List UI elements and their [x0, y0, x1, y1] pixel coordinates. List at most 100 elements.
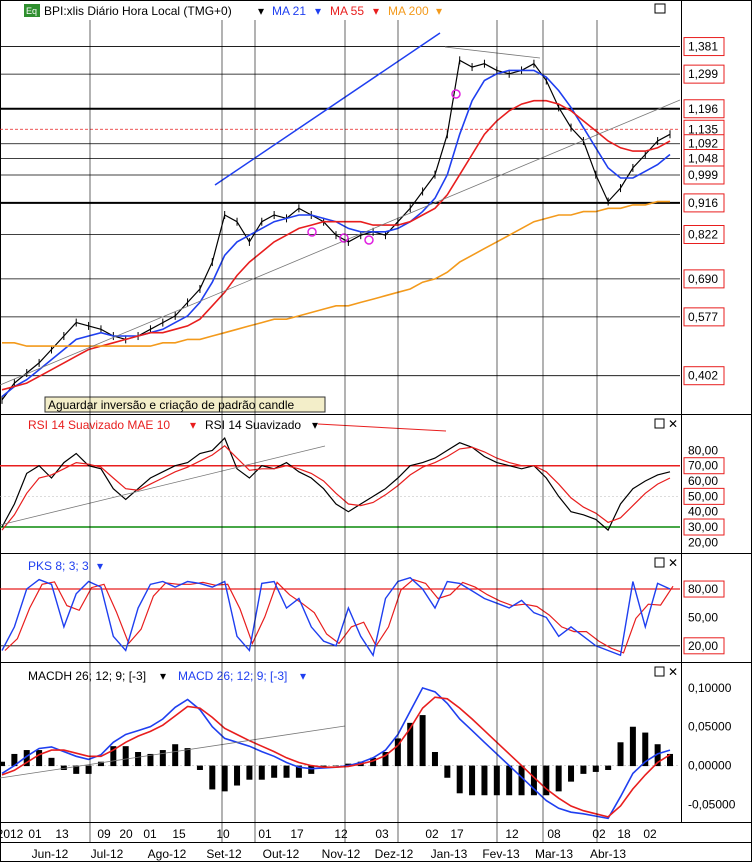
dropdown-arrow-icon[interactable]: ▾ — [373, 4, 379, 18]
x-day-tick: 01 — [258, 827, 272, 841]
close-icon[interactable]: ✕ — [668, 665, 678, 679]
macd-histogram-bar — [246, 765, 253, 780]
macd-histogram-bar — [184, 748, 191, 767]
macd-legend[interactable]: MACD 26; 12; 9; [-3] — [178, 669, 287, 683]
x-day-tick: 01 — [28, 827, 42, 841]
macd-histogram-bar — [555, 765, 562, 792]
price-level-box — [683, 165, 725, 185]
price-level-box — [683, 225, 725, 244]
x-day-tick: 09 — [97, 827, 111, 841]
macd-tick-label: -0,05000 — [688, 797, 736, 811]
dropdown-arrow-icon[interactable]: ▾ — [436, 4, 442, 18]
marker-circle — [364, 235, 374, 245]
macd-tick-label: 0,10000 — [688, 681, 732, 695]
x-day-tick: 13 — [55, 827, 69, 841]
macd-histogram-bar — [283, 765, 290, 778]
macd-histogram-bar — [209, 765, 216, 790]
trend-line — [444, 46, 541, 59]
macd-histogram-bar — [592, 765, 599, 772]
macd-histogram-bar — [135, 752, 142, 767]
price-level-label: 0,822 — [688, 228, 718, 242]
rsi-series — [1, 445, 671, 531]
trend-line — [214, 32, 441, 186]
square-icon[interactable] — [654, 666, 665, 677]
macd-tick-label: 0,05000 — [688, 720, 732, 734]
square-icon[interactable] — [654, 418, 665, 429]
dropdown-arrow-icon[interactable]: ▾ — [258, 4, 264, 18]
ma55-legend[interactable]: MA 55 — [330, 4, 364, 18]
macd-histogram-bar — [518, 765, 525, 796]
macd-histogram-bar — [308, 765, 315, 774]
macd-histogram-bar — [73, 765, 80, 774]
ma200-legend[interactable]: MA 200 — [388, 4, 429, 18]
x-day-tick: 02 — [425, 827, 439, 841]
rsi-tick-label: 20,00 — [688, 535, 718, 549]
eq-icon-label: Eq — [26, 6, 37, 16]
macd-histogram-bar — [481, 765, 488, 796]
macd-histogram-bar — [456, 765, 463, 794]
macd-histogram-bar — [580, 765, 587, 774]
macd-histogram-bar — [0, 761, 5, 767]
series-ma-200 — [2, 200, 670, 347]
macd-tick-label: 0,00000 — [688, 759, 732, 773]
price-level-label: 1,299 — [688, 67, 718, 81]
square-icon[interactable] — [654, 557, 665, 568]
macd-histogram-bar — [667, 753, 673, 767]
x-month-label: Out-12 — [263, 847, 300, 861]
x-month-label: Jun-12 — [32, 847, 69, 861]
x-day-tick: 08 — [547, 827, 561, 841]
pks-level-box — [683, 580, 725, 598]
dropdown-arrow-icon[interactable]: ▾ — [315, 4, 321, 18]
macd-histogram-bar — [469, 765, 476, 796]
macdh-legend[interactable]: MACDH 26; 12; 9; [-3] — [28, 669, 146, 683]
price-level-box — [683, 193, 725, 213]
macd-histogram-bar — [234, 765, 241, 786]
macd-histogram-bar — [60, 765, 67, 770]
macd-histogram-bar — [159, 750, 166, 767]
eq-icon[interactable] — [24, 4, 40, 17]
pks-tick-label: 20,00 — [688, 639, 718, 653]
x-day-tick: 02 — [592, 827, 606, 841]
pks-signal-line — [4, 578, 674, 654]
rsi-mae-legend[interactable]: RSI 14 Suavizado MAE 10 — [28, 418, 170, 432]
ma21-legend[interactable]: MA 21 — [272, 4, 306, 18]
x-day-tick: 01 — [143, 827, 157, 841]
macd-histogram-bar — [196, 765, 203, 770]
macd-histogram-bar — [431, 752, 438, 767]
dropdown-arrow-icon[interactable]: ▾ — [97, 559, 103, 573]
price-level-box — [683, 307, 725, 327]
x-month-label: Dez-12 — [375, 847, 414, 861]
x-month-label: Jan-13 — [431, 847, 468, 861]
x-day-tick: 17 — [450, 827, 464, 841]
macd-histogram-bar — [629, 726, 636, 767]
x-month-label: Nov-12 — [322, 847, 361, 861]
close-icon[interactable]: ✕ — [668, 417, 678, 431]
close-icon[interactable]: ✕ — [668, 556, 678, 570]
rsi-legend[interactable]: RSI 14 Suavizado — [205, 418, 301, 432]
series-ma-55 — [1, 99, 671, 391]
dropdown-arrow-icon[interactable]: ▾ — [190, 418, 196, 432]
square-icon[interactable] — [654, 3, 666, 14]
dropdown-arrow-icon[interactable]: ▾ — [300, 669, 306, 683]
x-day-tick: 12 — [505, 827, 519, 841]
macd-histogram-bar — [419, 715, 426, 767]
macd-histogram-bar — [172, 744, 179, 767]
symbol-title[interactable]: BPI:xlis Diário Hora Local (TMG+0) — [44, 4, 232, 18]
macd-trend-line — [0, 725, 346, 779]
macd-histogram-bar — [506, 765, 513, 796]
macd-histogram-bar — [382, 752, 389, 767]
macd-histogram-bar — [271, 765, 278, 778]
macd-histogram-bar — [407, 722, 414, 767]
rsi-tick-label: 40,00 — [688, 505, 718, 519]
pks-legend[interactable]: PKS 8; 3; 3 — [28, 559, 89, 573]
x-month-label: Fev-13 — [482, 847, 520, 861]
dropdown-arrow-icon[interactable]: ▾ — [160, 669, 166, 683]
marker-circle — [307, 227, 317, 237]
macd-histogram-bar — [48, 757, 55, 767]
pks-line — [1, 576, 671, 658]
macd-histogram-bar — [97, 761, 104, 767]
dropdown-arrow-icon[interactable]: ▾ — [312, 418, 318, 432]
price-level-box — [683, 269, 725, 289]
macd-histogram-bar — [221, 765, 228, 792]
